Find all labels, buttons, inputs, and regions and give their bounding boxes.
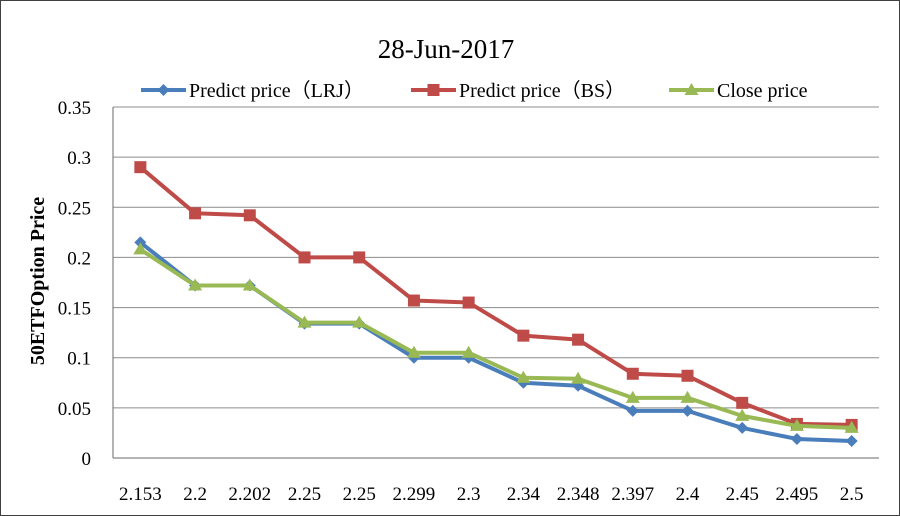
series-2 — [133, 242, 859, 433]
data-point — [571, 371, 586, 384]
legend-item: Close price — [669, 80, 808, 102]
series-1 — [134, 161, 858, 431]
x-tick-label: 2.153 — [119, 484, 162, 505]
y-axis-label: 50ETFOption Price — [27, 197, 49, 365]
data-point — [462, 296, 475, 309]
legend-item: Predict price（LRJ） — [141, 79, 364, 102]
x-tick-label: 2.3 — [457, 484, 481, 505]
legend-label: Predict price（BS） — [459, 79, 625, 102]
data-point — [789, 418, 804, 431]
data-point — [406, 345, 421, 358]
data-point — [625, 390, 640, 403]
data-point — [298, 251, 311, 264]
y-tick-label: 0.3 — [67, 148, 91, 169]
data-point — [352, 315, 367, 328]
legend-marker — [157, 84, 170, 96]
data-point — [572, 333, 585, 346]
data-point — [188, 278, 203, 291]
x-axis-ticks: 2.153 2.2 2.202 2.25 2.25 2.299 2.3 2.34 2.348 2.… — [119, 484, 864, 505]
x-tick-label: 2.348 — [557, 484, 600, 505]
y-axis-ticks: 0 0.05 0.1 0.15 0.2 0.25 0.3 0.35 — [58, 98, 91, 470]
data-point — [680, 390, 695, 403]
y-tick-label: 0 — [82, 449, 92, 470]
data-point — [134, 236, 147, 249]
data-point — [626, 404, 639, 417]
data-point — [242, 278, 257, 291]
data-point — [681, 369, 694, 382]
series-line — [139, 165, 852, 427]
data-point — [189, 207, 202, 220]
y-tick-label: 0.35 — [58, 98, 91, 119]
data-point — [626, 367, 639, 380]
data-point — [243, 209, 256, 222]
gridlines — [112, 106, 879, 459]
data-point — [844, 420, 859, 433]
legend-item: Predict price（BS） — [411, 79, 625, 102]
legend-marker — [684, 83, 699, 95]
y-tick-label: 0.05 — [58, 399, 91, 420]
x-tick-label: 2.4 — [676, 484, 700, 505]
legend-label: Predict price（LRJ） — [189, 79, 364, 102]
chart-title: 28-Jun-2017 — [378, 34, 515, 64]
legend: Predict price（LRJ） Predict price（BS） Close… — [141, 79, 808, 102]
y-tick-label: 0.15 — [58, 299, 91, 320]
data-point — [407, 294, 420, 307]
data-point — [134, 161, 147, 174]
x-tick-label: 2.495 — [776, 484, 819, 505]
x-tick-label: 2.299 — [393, 484, 436, 505]
legend-label: Close price — [717, 80, 808, 102]
series-group — [133, 161, 859, 447]
data-point — [681, 404, 694, 417]
data-point — [736, 396, 749, 409]
x-tick-label: 2.34 — [507, 484, 541, 505]
x-tick-label: 2.397 — [611, 484, 654, 505]
x-tick-label: 2.5 — [840, 484, 864, 505]
x-tick-label: 2.45 — [726, 484, 759, 505]
data-point — [297, 315, 312, 328]
data-point — [461, 345, 476, 358]
x-tick-label: 2.25 — [343, 484, 376, 505]
data-point — [845, 434, 858, 447]
data-point — [735, 408, 750, 421]
x-tick-label: 2.25 — [288, 484, 321, 505]
x-tick-label: 2.2 — [183, 484, 207, 505]
data-point — [353, 251, 366, 264]
series-line — [139, 240, 852, 443]
data-point — [133, 242, 148, 255]
x-tick-label: 2.202 — [228, 484, 271, 505]
y-tick-label: 0.2 — [67, 248, 91, 269]
data-point — [516, 370, 531, 383]
data-point — [790, 432, 803, 445]
legend-marker — [427, 84, 440, 96]
series-line — [139, 247, 852, 430]
y-tick-label: 0.25 — [58, 198, 91, 219]
data-point — [736, 421, 749, 434]
y-tick-label: 0.1 — [67, 349, 91, 370]
data-point — [517, 329, 530, 342]
